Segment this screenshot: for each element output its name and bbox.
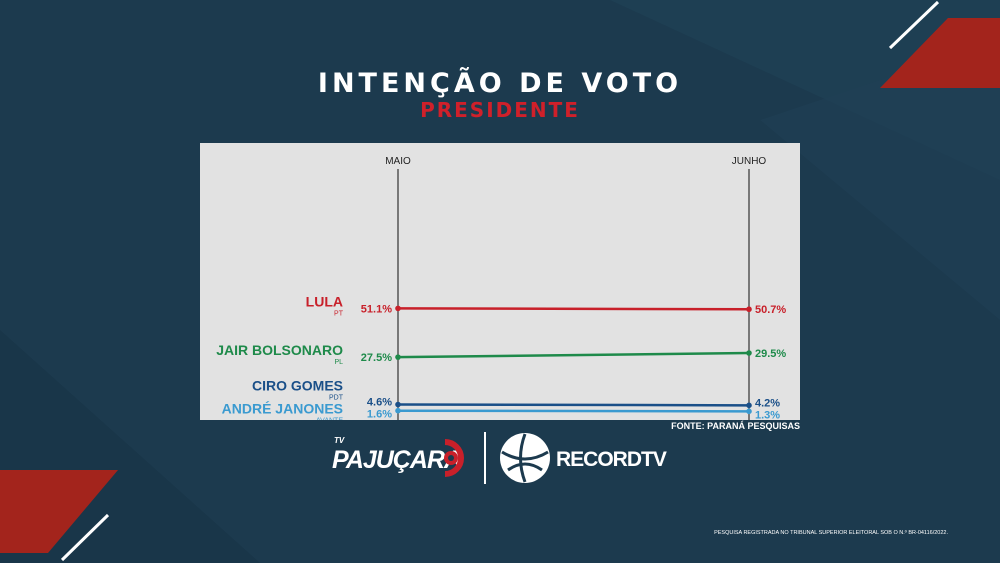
data-point-lula — [395, 305, 401, 312]
data-point-ciro-gomes — [746, 402, 752, 409]
series-name: ANDRÉ JANONES — [222, 401, 343, 417]
page-subtitle: PRESIDENTE — [420, 98, 580, 122]
registration-footnote: PESQUISA REGISTRADA NO TRIBUNAL SUPERIOR… — [714, 530, 948, 536]
series-party: PDT — [329, 394, 344, 401]
pajucara-logo-tv: TV — [334, 436, 345, 445]
series-name: LULA — [306, 293, 343, 309]
data-point-jair-bolsonaro — [395, 354, 401, 360]
series-party: AVANTE — [316, 418, 343, 420]
logos-bar: TV PAJUÇARA RECORDTV — [320, 428, 680, 488]
data-label: 4.6% — [367, 396, 392, 408]
accent-shape-bottom-left — [0, 470, 118, 553]
page-title: INTENÇÃO DE VOTO — [317, 68, 683, 99]
data-label: 50.7% — [755, 304, 786, 316]
series-line-andr-janones — [397, 409, 750, 413]
recordtv-logo: RECORDTV — [498, 430, 678, 486]
pajucara-emblem-icon — [444, 439, 464, 477]
data-label: 1.3% — [755, 409, 780, 420]
recordtv-logo-text: RECORDTV — [556, 448, 667, 471]
data-point-andr-janones — [746, 408, 752, 415]
recordtv-sphere-icon — [500, 433, 550, 483]
series-line-jair-bolsonaro — [397, 351, 750, 359]
x-tick-label: JUNHO — [732, 156, 767, 167]
data-point-lula — [746, 306, 752, 313]
data-label: 4.2% — [755, 397, 780, 409]
accent-shape-top-right — [880, 18, 1000, 88]
data-label: 29.5% — [755, 348, 786, 360]
data-label: 1.6% — [367, 409, 392, 420]
pajucara-logo: TV PAJUÇARA — [332, 436, 467, 484]
data-label: 51.1% — [361, 303, 392, 315]
series-name: JAIR BOLSONARO — [216, 342, 343, 358]
data-point-andr-janones — [395, 407, 401, 414]
series-name: CIRO GOMES — [252, 377, 343, 393]
series-line-ciro-gomes — [397, 403, 750, 407]
data-point-ciro-gomes — [395, 401, 401, 408]
chart-panel: MAIO JUNHO 51.1% 50.7% LULA PT 27.5% 29.5% JAIR … — [200, 143, 800, 420]
logo-divider — [484, 432, 486, 484]
series-party: PT — [334, 310, 344, 317]
series-party: PL — [334, 359, 343, 366]
data-point-jair-bolsonaro — [746, 350, 752, 356]
x-tick-label: MAIO — [385, 156, 411, 167]
data-label: 27.5% — [361, 352, 392, 364]
pajucara-logo-text: PAJUÇARA — [332, 446, 462, 474]
chart-source: FONTE: PARANÁ PESQUISAS — [671, 421, 800, 431]
series-line-lula — [397, 307, 750, 311]
